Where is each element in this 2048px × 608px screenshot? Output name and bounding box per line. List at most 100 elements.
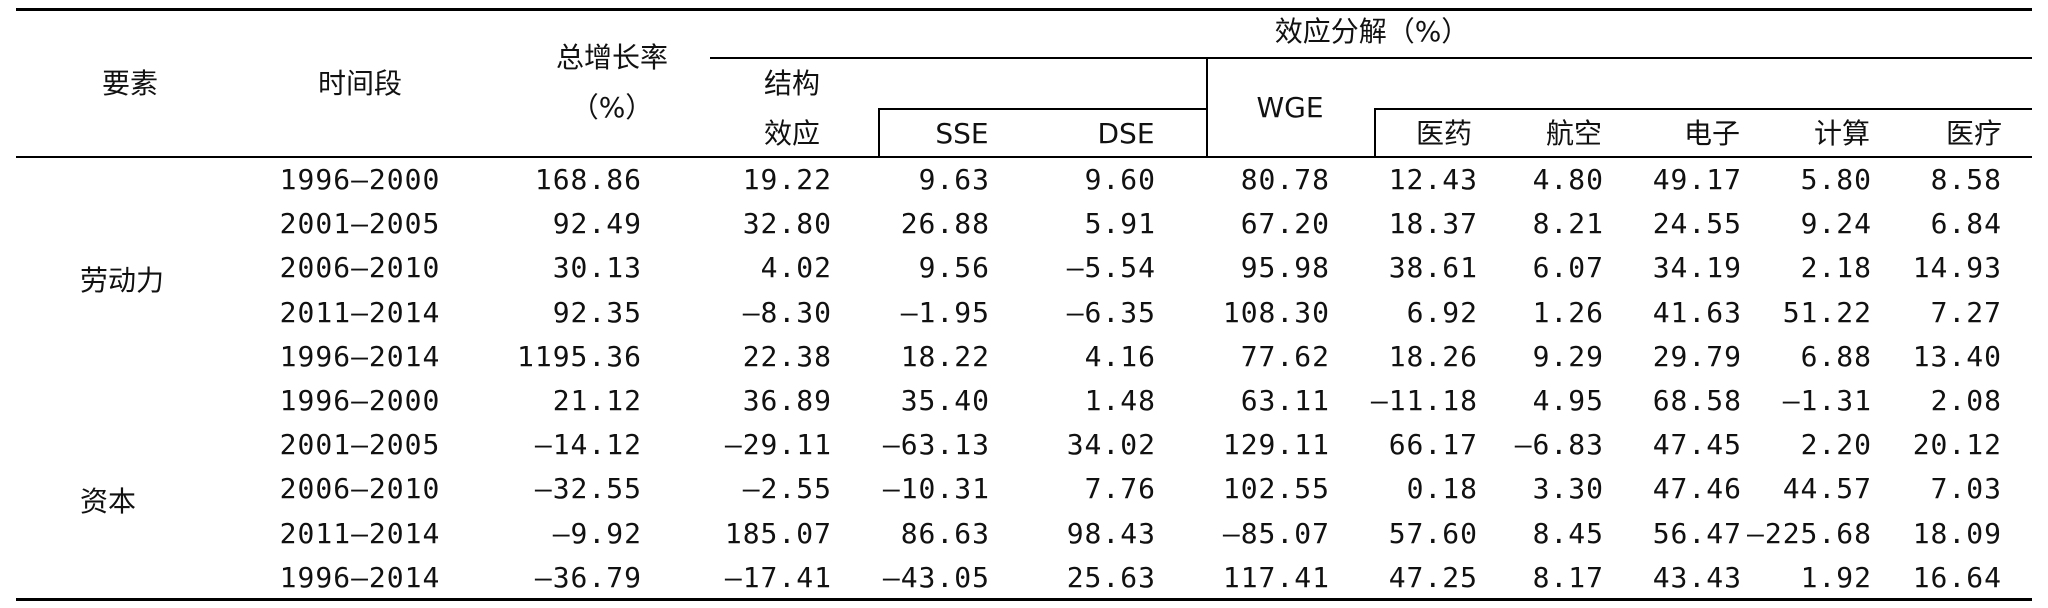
cell-structure-effect: —17.41 xyxy=(724,561,832,594)
cell-electronics: 43.43 xyxy=(1652,561,1742,594)
cell-electronics: 29.79 xyxy=(1652,340,1742,373)
header-medical: 医疗 xyxy=(1945,117,2003,150)
cell-sse: 86.63 xyxy=(900,517,990,550)
cell-structure-effect: 32.80 xyxy=(742,207,832,240)
cell-sse: —10.31 xyxy=(882,472,990,505)
cell-medical: 20.12 xyxy=(1912,428,2002,461)
cell-computing: 5.80 xyxy=(1800,163,1872,196)
cell-period: 1996—2014 xyxy=(279,561,441,594)
header-aviation: 航空 xyxy=(1545,117,1603,150)
cell-medical: 6.84 xyxy=(1930,207,2002,240)
header-bottom-rule xyxy=(16,156,2032,158)
cell-period: 2006—2010 xyxy=(279,472,441,505)
cell-pharma: 38.61 xyxy=(1388,251,1478,284)
cell-total-growth: 92.49 xyxy=(552,207,642,240)
cell-dse: 7.76 xyxy=(1084,472,1156,505)
cell-computing: 1.92 xyxy=(1800,561,1872,594)
cell-period: 1996—2000 xyxy=(279,384,441,417)
cell-computing: 44.57 xyxy=(1782,472,1872,505)
cell-total-growth: —32.55 xyxy=(534,472,642,505)
cell-sse: —1.95 xyxy=(900,296,990,329)
cell-medical: 13.40 xyxy=(1912,340,2002,373)
cell-computing: 6.88 xyxy=(1800,340,1872,373)
cell-sse: 18.22 xyxy=(900,340,990,373)
cell-pharma: 12.43 xyxy=(1388,163,1478,196)
cell-aviation: 6.07 xyxy=(1532,251,1604,284)
cell-period: 2011—2014 xyxy=(279,296,441,329)
cell-computing: —225.68 xyxy=(1746,517,1872,550)
cell-period: 1996—2014 xyxy=(279,340,441,373)
cell-structure-effect: 19.22 xyxy=(742,163,832,196)
cell-pharma: 66.17 xyxy=(1388,428,1478,461)
cell-pharma: 18.26 xyxy=(1388,340,1478,373)
cell-medical: 18.09 xyxy=(1912,517,2002,550)
cell-medical: 8.58 xyxy=(1930,163,2002,196)
header-wge: WGE xyxy=(1256,91,1324,124)
group-label-capital: 资本 xyxy=(79,485,137,518)
header-dse: DSE xyxy=(1097,117,1155,150)
cell-medical: 14.93 xyxy=(1912,251,2002,284)
cell-electronics: 47.46 xyxy=(1652,472,1742,505)
cell-structure-effect: —2.55 xyxy=(742,472,832,505)
column-divider xyxy=(1206,58,1208,157)
cell-wge: 80.78 xyxy=(1240,163,1330,196)
cell-sse: 26.88 xyxy=(900,207,990,240)
cell-aviation: 3.30 xyxy=(1532,472,1604,505)
cell-total-growth: 1195.36 xyxy=(516,340,642,373)
table-bottom-rule xyxy=(16,598,2032,601)
cell-dse: 98.43 xyxy=(1066,517,1156,550)
cell-total-growth: —36.79 xyxy=(534,561,642,594)
cell-total-growth: 30.13 xyxy=(552,251,642,284)
cell-dse: —5.54 xyxy=(1066,251,1156,284)
cell-wge: 117.41 xyxy=(1222,561,1330,594)
cell-medical: 2.08 xyxy=(1930,384,2002,417)
header-pharma: 医药 xyxy=(1415,117,1473,150)
cell-computing: 9.24 xyxy=(1800,207,1872,240)
cell-wge: 95.98 xyxy=(1240,251,1330,284)
cell-medical: 7.03 xyxy=(1930,472,2002,505)
cell-aviation: 8.21 xyxy=(1532,207,1604,240)
cell-sse: —63.13 xyxy=(882,428,990,461)
cell-sse: 35.40 xyxy=(900,384,990,417)
cell-electronics: 68.58 xyxy=(1652,384,1742,417)
cell-medical: 16.64 xyxy=(1912,561,2002,594)
cell-sse: 9.56 xyxy=(918,251,990,284)
column-divider xyxy=(1374,108,1376,157)
header-decomposition: 效应分解（%） xyxy=(1274,15,1470,48)
cell-dse: 34.02 xyxy=(1066,428,1156,461)
cell-computing: 51.22 xyxy=(1782,296,1872,329)
cell-computing: —1.31 xyxy=(1782,384,1872,417)
cell-pharma: —11.18 xyxy=(1370,384,1478,417)
cell-aviation: 8.17 xyxy=(1532,561,1604,594)
cell-sse: 9.63 xyxy=(918,163,990,196)
header-sse: SSE xyxy=(935,117,989,150)
cell-electronics: 56.47 xyxy=(1652,517,1742,550)
column-divider xyxy=(878,108,880,157)
cell-wge: 67.20 xyxy=(1240,207,1330,240)
cell-wge: 129.11 xyxy=(1222,428,1330,461)
cell-pharma: 57.60 xyxy=(1388,517,1478,550)
cell-period: 1996—2000 xyxy=(279,163,441,196)
cell-dse: 25.63 xyxy=(1066,561,1156,594)
cell-aviation: 8.45 xyxy=(1532,517,1604,550)
cell-period: 2011—2014 xyxy=(279,517,441,550)
cell-period: 2001—2005 xyxy=(279,207,441,240)
cell-aviation: 9.29 xyxy=(1532,340,1604,373)
header-period: 时间段 xyxy=(317,67,403,100)
cell-aviation: 1.26 xyxy=(1532,296,1604,329)
header-growth: 总增长率 xyxy=(555,41,669,74)
cell-total-growth: 21.12 xyxy=(552,384,642,417)
header-computing: 计算 xyxy=(1813,117,1871,150)
cell-structure-effect: 36.89 xyxy=(742,384,832,417)
group-label-labor: 劳动力 xyxy=(79,264,165,297)
cell-period: 2001—2005 xyxy=(279,428,441,461)
cell-pharma: 18.37 xyxy=(1388,207,1478,240)
cell-dse: 4.16 xyxy=(1084,340,1156,373)
cell-computing: 2.18 xyxy=(1800,251,1872,284)
subheader-rule-left xyxy=(878,108,1206,110)
cell-electronics: 47.45 xyxy=(1652,428,1742,461)
cell-electronics: 41.63 xyxy=(1652,296,1742,329)
cell-dse: —6.35 xyxy=(1066,296,1156,329)
cell-wge: —85.07 xyxy=(1222,517,1330,550)
cell-total-growth: 92.35 xyxy=(552,296,642,329)
